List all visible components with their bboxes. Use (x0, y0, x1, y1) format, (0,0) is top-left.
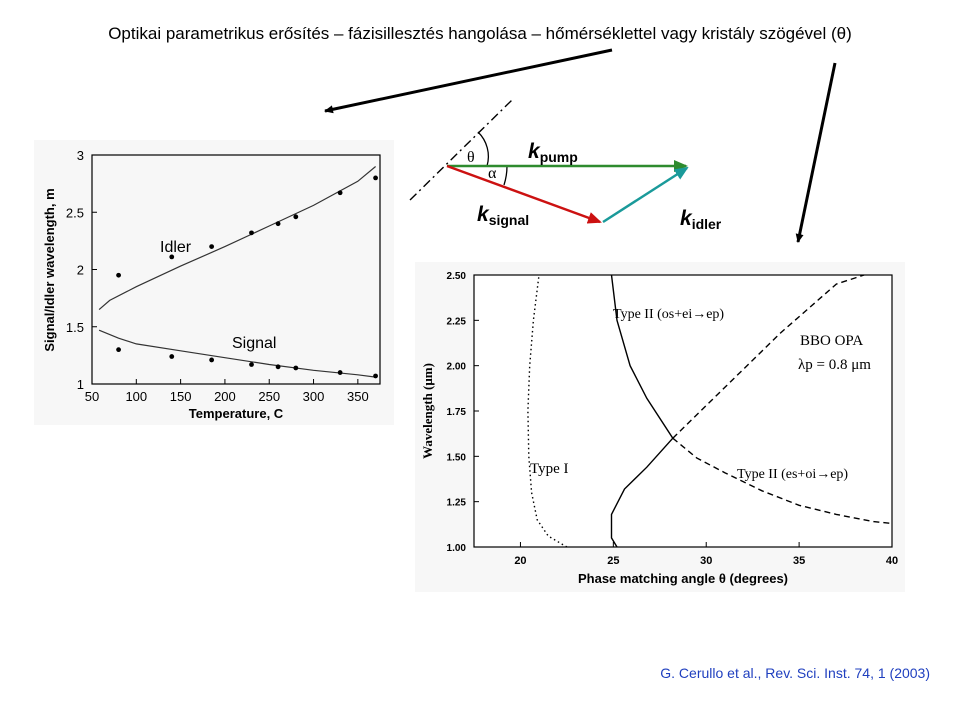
chart1-xtick-label: 150 (170, 389, 192, 404)
chart1-point-idler (249, 230, 254, 236)
alpha-label: α (488, 165, 497, 182)
chart1-ylabel: Signal/Idler wavelength, m (42, 188, 57, 351)
alpha-arc (503, 165, 508, 186)
chart2-ytick-label: 2.50 (447, 271, 467, 282)
k-pump-label: kpump (528, 140, 578, 165)
chart1-ytick-label: 1 (77, 377, 84, 392)
chart1-point-signal (293, 365, 299, 371)
k-pump-sub: pump (540, 149, 578, 165)
k-pump-k: k (528, 140, 541, 163)
crystal-axis-line (409, 99, 513, 201)
chart2-xtick-label: 25 (607, 555, 619, 567)
chart1-xtick-label: 100 (125, 389, 147, 404)
chart1-point-idler (116, 272, 121, 278)
chart2-xlabel: Phase matching angle θ (degrees) (578, 571, 788, 586)
chart1-fit-line-signal (98, 329, 376, 378)
phase-matching-diagram: θ α kpump ksignal kidler (409, 99, 722, 232)
chart1-point-signal (275, 364, 281, 370)
pointer-arrow-right (795, 62, 837, 243)
k-signal-label: ksignal (477, 203, 529, 228)
chart2-ytick-label: 1.75 (447, 407, 467, 418)
chart2-ytick-label: 1.25 (447, 498, 467, 509)
chart1-point-idler (373, 175, 378, 181)
chart2-ytick-label: 2.00 (447, 362, 467, 373)
chart1-series-label-idler: Idler (160, 239, 192, 256)
chart2-curve-3 (672, 274, 865, 439)
chart1-xtick-label: 50 (85, 389, 99, 404)
temperature-tuning-chart: 50 100 150 200 250 300 350 1 1.5 2 2.5 3 Temperatur… (34, 140, 394, 425)
slide-title: Optikai parametrikus erősítés – fázisill… (108, 24, 852, 43)
chart1-xtick-label: 200 (214, 389, 236, 404)
chart2-ylabel: Wavelength (μm) (420, 363, 435, 459)
chart1-ytick-label: 2 (77, 263, 84, 278)
chart1-point-signal (209, 357, 215, 363)
k-signal-k: k (477, 203, 490, 226)
k-idler-sub: idler (692, 216, 722, 232)
chart2-lambda-label: λp = 0.8 μm (798, 357, 871, 373)
chart2-curve-0 (527, 274, 568, 548)
chart1-point-idler (337, 190, 343, 196)
chart2-type1-label: Type I (530, 461, 569, 477)
theta-label: θ (467, 149, 475, 166)
chart1-series-label-signal: Signal (232, 335, 276, 352)
chart1-xlabel: Temperature, C (189, 406, 284, 421)
chart2-curve-2 (672, 437, 893, 525)
chart2-ytick-label: 1.00 (447, 543, 467, 554)
chart1-point-signal (169, 354, 175, 359)
chart2-type2b-label: Type II (es+oi→ep) (737, 467, 848, 482)
chart2-curve-1 (610, 274, 674, 548)
chart1-xtick-label: 250 (258, 389, 280, 404)
chart1-point-signal (116, 347, 121, 353)
chart1-ytick-label: 1.5 (66, 320, 84, 335)
theta-arc (477, 131, 490, 167)
chart1-point-idler (293, 214, 299, 220)
chart2-ytick-label: 1.50 (447, 452, 467, 463)
k-signal-arrow (446, 164, 602, 224)
chart1-point-signal (337, 370, 343, 375)
chart1-ytick-label: 3 (77, 148, 84, 163)
pointer-arrow-left (324, 48, 613, 114)
chart2-xtick-label: 35 (793, 555, 805, 567)
chart2-xtick-label: 30 (700, 555, 712, 567)
k-idler-label: kidler (680, 207, 722, 232)
chart1-point-idler (275, 221, 281, 227)
chart1-fit-line-idler (98, 166, 376, 311)
chart1-xtick-label: 300 (303, 389, 325, 404)
chart1-point-signal (249, 362, 254, 367)
chart2-bbo-label: BBO OPA (800, 333, 863, 349)
k-signal-sub: signal (489, 212, 529, 228)
chart2-ytick-label: 2.25 (447, 316, 467, 327)
chart2-plot-frame (473, 274, 893, 548)
chart1-xtick-label: 350 (347, 389, 369, 404)
chart2-xtick-label: 20 (514, 555, 526, 567)
chart1-ytick-label: 2.5 (66, 205, 84, 220)
chart1-point-idler (209, 244, 215, 250)
chart1-point-signal (373, 373, 378, 379)
citation: G. Cerullo et al., Rev. Sci. Inst. 74, 1… (660, 665, 930, 681)
chart1-point-idler (169, 254, 175, 260)
k-idler-k: k (680, 207, 693, 230)
angle-tuning-chart: 20 25 30 35 40 1.00 1.25 1.50 1.75 2.00 2.25 2.50 P… (415, 262, 905, 592)
chart2-type2a-label: Type II (os+ei→ep) (613, 307, 724, 322)
k-idler-arrow (602, 166, 689, 224)
chart2-xtick-label: 40 (886, 555, 898, 567)
